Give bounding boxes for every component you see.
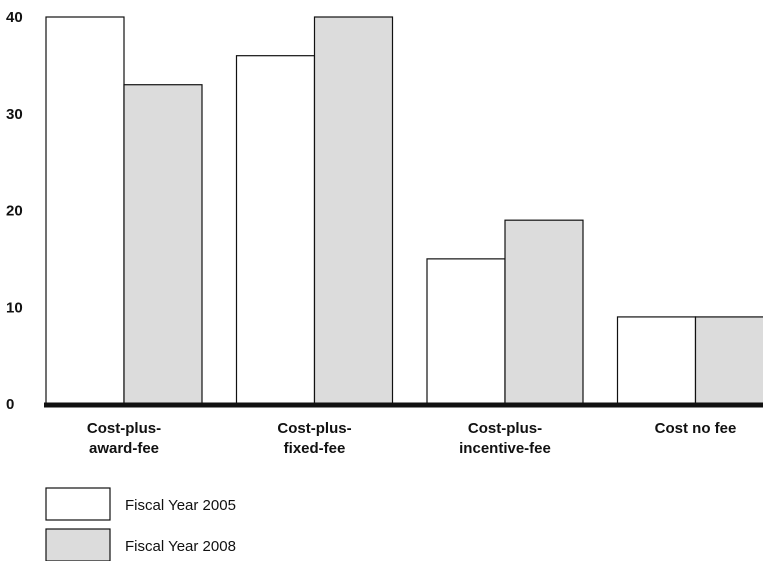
y-tick-label: 40	[6, 9, 23, 26]
bar-fy2005	[235, 55, 316, 405]
x-category-label: award-fee	[89, 440, 159, 457]
bar-fy2005	[616, 316, 697, 405]
bar-fy2005	[45, 16, 125, 405]
x-category-label: fixed-fee	[284, 440, 346, 457]
y-tick-label: 30	[6, 106, 23, 123]
x-category-label: Cost-plus-	[468, 420, 542, 437]
bars	[45, 16, 763, 405]
legend-swatch	[45, 528, 111, 561]
legend: Fiscal Year 2005 Fiscal Year 2008	[45, 487, 236, 561]
legend-label: Fiscal Year 2008	[125, 538, 236, 555]
bar-fy2008	[504, 219, 584, 405]
legend-label: Fiscal Year 2005	[125, 497, 236, 514]
y-tick-label: 10	[6, 299, 23, 316]
legend-swatch	[45, 487, 111, 521]
bar-fy2005	[426, 258, 506, 405]
y-axis-ticks: 0 10 20 30 40	[6, 9, 23, 413]
y-tick-label: 20	[6, 203, 23, 220]
x-category-label: Cost-plus-	[277, 420, 351, 437]
bar-fy2008	[313, 16, 394, 405]
x-axis-labels: Cost-plus-award-fee Cost-plus-fixed-fee Co…	[87, 420, 736, 457]
bar-fy2008	[694, 316, 763, 405]
x-category-label: Cost no fee	[655, 420, 737, 437]
x-category-label: incentive-fee	[459, 440, 551, 457]
y-tick-label: 0	[6, 396, 14, 413]
x-category-label: Cost-plus-	[87, 420, 161, 437]
bar-fy2008	[123, 84, 203, 405]
